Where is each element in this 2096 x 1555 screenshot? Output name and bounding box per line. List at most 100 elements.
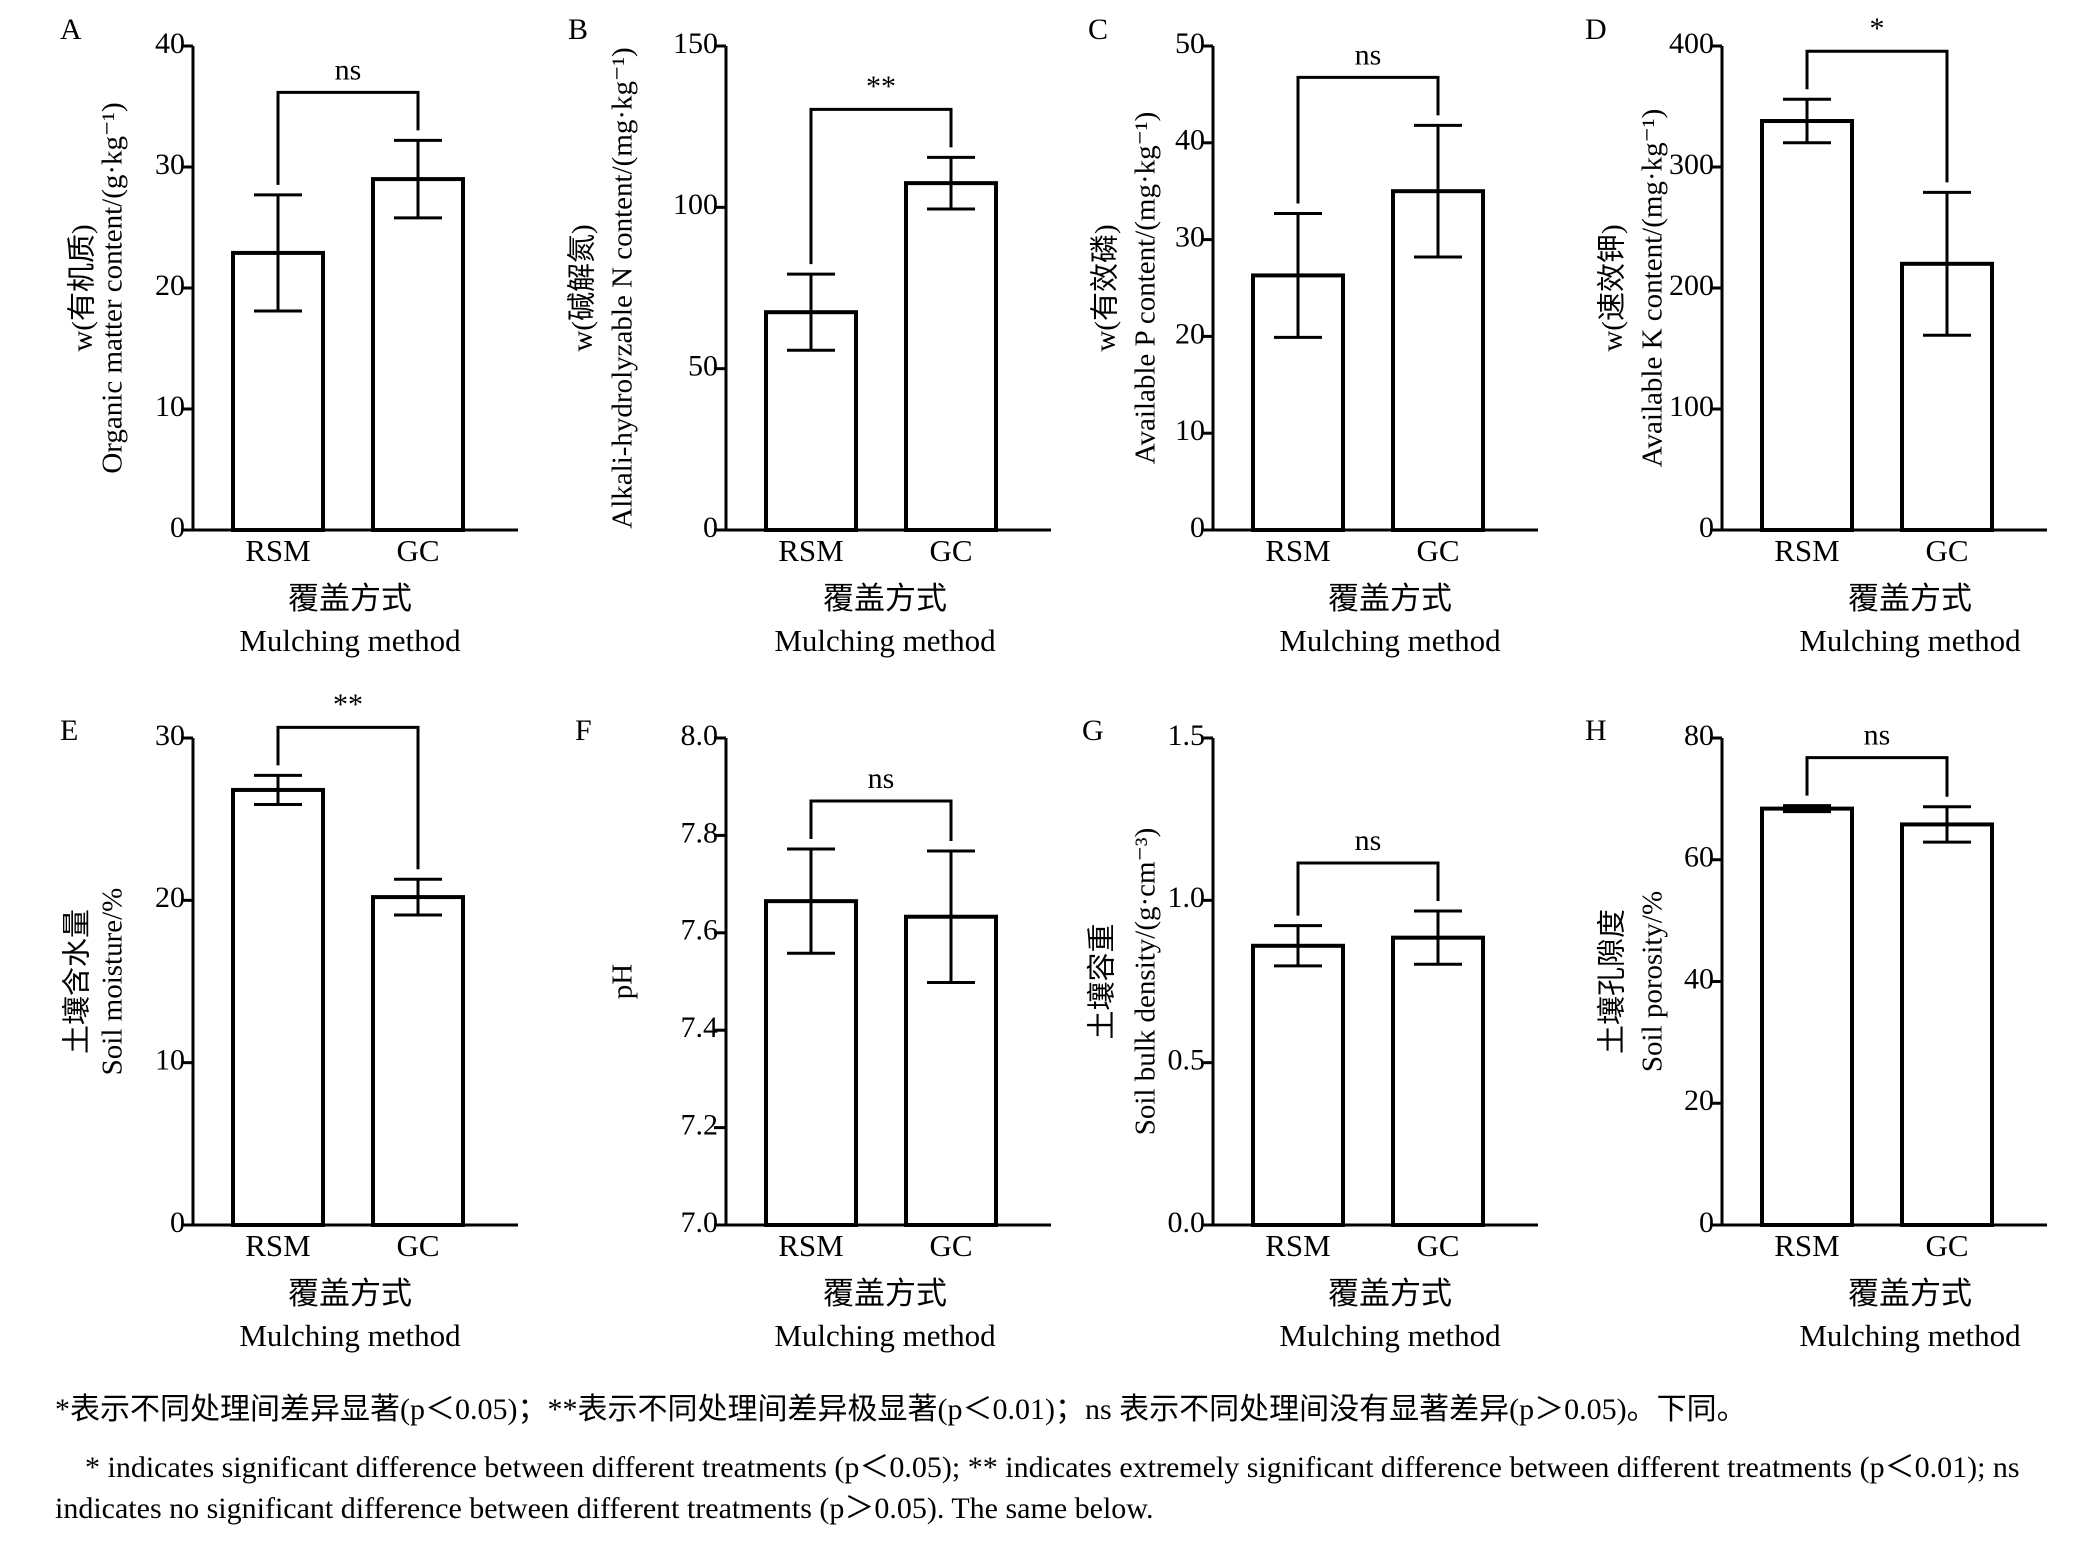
significance-bracket — [276, 90, 420, 185]
bar-gc — [1900, 822, 1994, 1227]
significance-bracket — [1805, 49, 1949, 183]
x-tick-label: GC — [929, 1228, 972, 1263]
bar-gc — [904, 181, 998, 532]
x-tick-label: RSM — [1774, 533, 1839, 568]
bar-gc — [1391, 935, 1485, 1227]
y-tick-label: 0.0 — [1168, 1206, 1206, 1239]
x-axis-title-cn: 覆盖方式 — [823, 1276, 947, 1311]
x-tick-label: GC — [929, 533, 972, 568]
y-tick-label: 0.5 — [1168, 1044, 1206, 1077]
y-tick-label: 400 — [1669, 27, 1714, 60]
y-tick-label: 30 — [155, 148, 185, 181]
chart-panel-d: D 0 100 200 300 400 RSM GC * w(速效钾) Available K co… — [1585, 12, 2047, 658]
y-tick-label: 100 — [673, 188, 718, 221]
y-tick-label: 10 — [1175, 414, 1205, 447]
y-tick-label: 300 — [1669, 148, 1714, 181]
panel-letter: D — [1585, 13, 1607, 46]
bar-rsm — [1760, 806, 1854, 1227]
x-tick-label: RSM — [778, 1228, 843, 1263]
y-tick-label: 0 — [703, 511, 718, 544]
x-tick-label: RSM — [1265, 1228, 1330, 1263]
significance-bracket — [1296, 75, 1440, 204]
y-tick-label: 7.2 — [681, 1108, 719, 1141]
y-tick-label: 100 — [1669, 390, 1714, 423]
x-axis-title-en: Mulching method — [1279, 623, 1501, 658]
x-tick-label: RSM — [1265, 533, 1330, 568]
panel-letter: B — [568, 13, 588, 46]
y-tick-label: 0 — [1699, 511, 1714, 544]
significance-bracket — [1296, 861, 1440, 916]
y-tick-label: 1.5 — [1168, 719, 1206, 752]
x-tick-label: RSM — [245, 533, 310, 568]
significance-label: ** — [866, 70, 896, 103]
y-tick-label: 0 — [1699, 1206, 1714, 1239]
bar-rsm — [231, 787, 325, 1227]
y-tick-label: 50 — [1175, 27, 1205, 60]
x-axis-title-en: Mulching method — [774, 1318, 996, 1353]
y-axis-title-cn: 土壤孔隙度 — [1596, 909, 1629, 1054]
x-axis-title-cn: 覆盖方式 — [288, 1276, 412, 1311]
bar-rsm — [1760, 119, 1854, 533]
x-axis-title-cn: 覆盖方式 — [1328, 581, 1452, 616]
x-axis-title-en: Mulching method — [774, 623, 996, 658]
y-axis-title-cn: w(有效磷) — [1089, 224, 1122, 351]
y-tick-label: 40 — [1684, 962, 1714, 995]
y-tick-label: 40 — [1175, 124, 1205, 157]
y-axis-title-cn: 土壤含水量 — [61, 909, 94, 1054]
significance-label: ** — [333, 688, 363, 721]
y-tick-label: 20 — [1684, 1084, 1714, 1117]
y-axis-title-en: Available P content/(mg·kg⁻¹) — [1130, 112, 1162, 465]
y-tick-label: 1.0 — [1168, 881, 1206, 914]
y-axis-title-en: Available K content/(mg·kg⁻¹) — [1637, 109, 1669, 467]
chart-panel-a: A 0 10 20 30 40 RSM GC ns w(有机质)Organic matter co… — [60, 13, 518, 658]
x-tick-label: GC — [1925, 1228, 1968, 1263]
significance-bracket — [1805, 756, 1949, 797]
y-axis-title-en: Soil bulk density/(g·cm⁻³) — [1130, 828, 1162, 1136]
y-tick-label: 7.0 — [681, 1206, 719, 1239]
chart-panel-g: G 0.0 0.5 1.0 1.5 RSM GC ns 土壤容重 Soil bulk densit… — [1082, 714, 1538, 1353]
y-tick-label: 60 — [1684, 841, 1714, 874]
significance-label: ns — [1864, 718, 1891, 751]
x-tick-label: GC — [396, 533, 439, 568]
y-tick-label: 20 — [155, 269, 185, 302]
y-axis-title-cn: w(速效钾) — [1596, 224, 1629, 351]
significance-label: * — [1870, 12, 1885, 45]
panel-letter: H — [1585, 714, 1607, 747]
y-tick-label: 20 — [1175, 317, 1205, 350]
bar-rsm — [1251, 943, 1345, 1228]
panel-letter: F — [575, 714, 592, 747]
panel-letter: G — [1082, 714, 1104, 747]
x-tick-label: RSM — [778, 533, 843, 568]
chart-panel-f: F 7.0 7.2 7.4 7.6 7.8 8.0 RSM GC ns pH 覆盖方式 Mulching… — [575, 714, 1051, 1353]
bar-gc — [371, 177, 465, 532]
significance-label: ns — [335, 53, 362, 86]
y-axis-title-en: Organic matter content/(g·kg⁻¹) — [97, 102, 129, 473]
x-tick-label: GC — [396, 1228, 439, 1263]
chart-panel-b: B 0 50 100 150 RSM GC ** w(碱解氮) Alkali-hydrolyzab… — [566, 13, 1051, 658]
significance-label: ns — [1355, 824, 1382, 857]
x-axis-title-en: Mulching method — [239, 1318, 461, 1353]
y-axis-title-cn: 土壤容重 — [1086, 923, 1119, 1039]
y-axis-title-en: Alkali-hydrolyzable N content/(mg·kg⁻¹) — [607, 47, 639, 528]
x-tick-label: GC — [1925, 533, 1968, 568]
y-axis-title-cn: w(有机质) — [66, 224, 99, 351]
y-tick-label: 50 — [688, 350, 718, 383]
chart-panel-c: C 0 10 20 30 40 50 RSM GC ns w(有效磷) Available P con… — [1088, 13, 1538, 658]
y-tick-label: 0 — [170, 511, 185, 544]
x-tick-label: GC — [1416, 1228, 1459, 1263]
y-tick-label: 7.4 — [681, 1011, 719, 1044]
y-tick-label: 10 — [155, 390, 185, 423]
chart-panel-e: E 0 10 20 30 RSM GC ** 土壤含水量 Soil moisture/% 覆盖方式 M… — [60, 688, 518, 1353]
y-tick-label: 40 — [155, 27, 185, 60]
chart-panel-h: H 0 20 40 60 80 RSM GC ns 土壤孔隙度 Soil porosity/% 覆盖方… — [1585, 714, 2047, 1353]
significance-label: ns — [1355, 38, 1382, 71]
x-axis-title-cn: 覆盖方式 — [1848, 581, 1972, 616]
x-tick-label: RSM — [245, 1228, 310, 1263]
y-tick-label: 20 — [155, 881, 185, 914]
y-tick-label: 7.8 — [681, 816, 719, 849]
significance-bracket — [809, 107, 953, 265]
x-axis-title-cn: 覆盖方式 — [288, 581, 412, 616]
y-tick-label: 7.6 — [681, 914, 719, 947]
y-tick-label: 80 — [1684, 719, 1714, 752]
